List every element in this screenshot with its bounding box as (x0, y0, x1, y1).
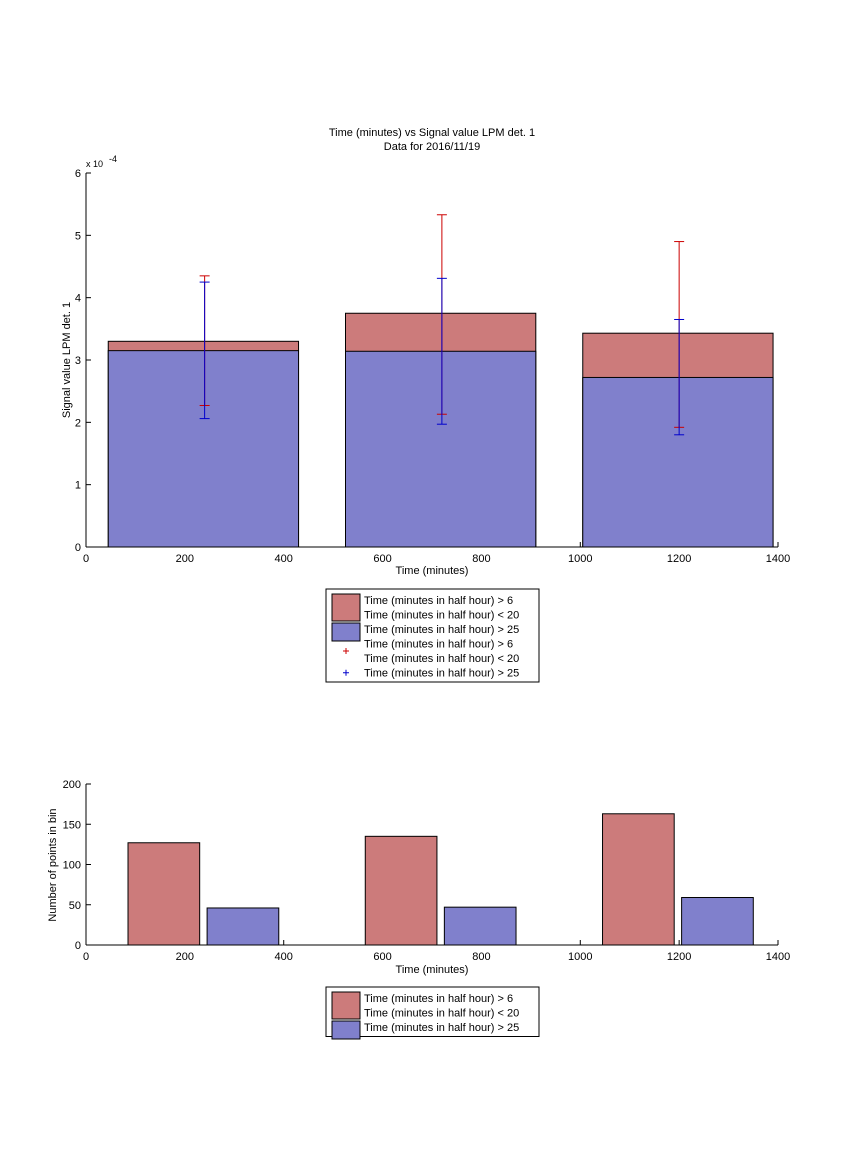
legend-label: Time (minutes in half hour) > 6 (364, 595, 513, 607)
legend-label: Time (minutes in half hour) > 6 (364, 993, 513, 1005)
bar (602, 813, 675, 946)
legend-swatch (331, 991, 361, 1020)
y-tick-label: 4 (75, 293, 81, 305)
legend-label: Time (minutes in half hour) < 20 (364, 1008, 519, 1020)
x-tick-label: 1400 (766, 951, 790, 963)
y-tick-label: 50 (69, 900, 81, 912)
x-tick-label: 1000 (568, 553, 592, 565)
x-tick-label: 400 (275, 553, 293, 565)
plot-area: 0 200 400 600 800 1000 1200 1400 0 50 100 150 200 (63, 779, 791, 963)
bar (127, 842, 201, 946)
x-tick-label: 600 (373, 951, 391, 963)
signal-chart: Time (minutes) vs Signal value LPM det. … (61, 127, 790, 683)
x-tick-label: 200 (176, 553, 194, 565)
y-tick-label: 3 (75, 355, 81, 367)
bar (107, 350, 300, 548)
legend-box (325, 588, 540, 683)
x-tick-label: 1000 (568, 951, 592, 963)
y-tick-label: 2 (75, 417, 81, 429)
x-tick-label: 600 (373, 553, 391, 565)
bar (345, 350, 537, 548)
x-tick-label: 1200 (667, 553, 691, 565)
count-chart: 0 200 400 600 800 1000 1200 1400 0 50 100 150 200 Ti… (47, 779, 791, 1040)
y-tick-label: 200 (63, 779, 81, 791)
y-exponent-power: -4 (109, 154, 117, 164)
y-axis-label: Number of points in bin (47, 808, 59, 921)
legend-label: Time (minutes in half hour) > 6 (364, 639, 513, 651)
bar (443, 906, 517, 946)
y-tick-label: 5 (75, 230, 81, 242)
y-exponent: x 10 -4 (86, 154, 117, 169)
legend-swatch (331, 1020, 361, 1040)
legend-swatch (331, 622, 361, 642)
legend-label: Time (minutes in half hour) < 20 (364, 653, 519, 665)
legend-label: Time (minutes in half hour) < 20 (364, 610, 519, 622)
x-tick-label: 200 (176, 951, 194, 963)
legend: Time (minutes in half hour) > 6 Time (min… (325, 588, 540, 683)
chart-title: Time (minutes) vs Signal value LPM det. … (329, 127, 535, 139)
y-axis-label: Signal value LPM det. 1 (61, 302, 73, 418)
x-tick-label: 1400 (766, 553, 790, 565)
bar (206, 907, 280, 946)
legend-label: Time (minutes in half hour) > 25 (364, 668, 519, 680)
legend-label: Time (minutes in half hour) > 25 (364, 1022, 519, 1034)
x-tick-label: 0 (83, 951, 89, 963)
legend-label: Time (minutes in half hour) > 25 (364, 624, 519, 636)
y-tick-label: 0 (75, 940, 81, 952)
x-tick-label: 800 (472, 553, 490, 565)
x-tick-label: 800 (472, 951, 490, 963)
legend-box (325, 986, 540, 1037)
bar (582, 376, 774, 548)
chart-subtitle: Data for 2016/11/19 (384, 141, 480, 153)
plot-area: 0 200 400 600 800 1000 1200 1400 0 1 2 3 4 5 6 (75, 168, 790, 565)
legend-swatch (331, 593, 361, 622)
x-tick-label: 1200 (667, 951, 691, 963)
legend: Time (minutes in half hour) > 6 Time (min… (325, 986, 540, 1040)
x-axis-label: Time (minutes) (396, 565, 469, 577)
y-tick-label: 6 (75, 168, 81, 180)
y-exponent-base: x 10 (86, 159, 103, 169)
x-axis-label: Time (minutes) (396, 964, 469, 976)
x-tick-label: 0 (83, 553, 89, 565)
y-tick-label: 100 (63, 860, 81, 872)
y-tick-label: 150 (63, 819, 81, 831)
bar (681, 897, 754, 946)
x-tick-label: 400 (275, 951, 293, 963)
y-tick-label: 0 (75, 542, 81, 554)
bar (364, 835, 438, 946)
y-tick-label: 1 (75, 480, 81, 492)
